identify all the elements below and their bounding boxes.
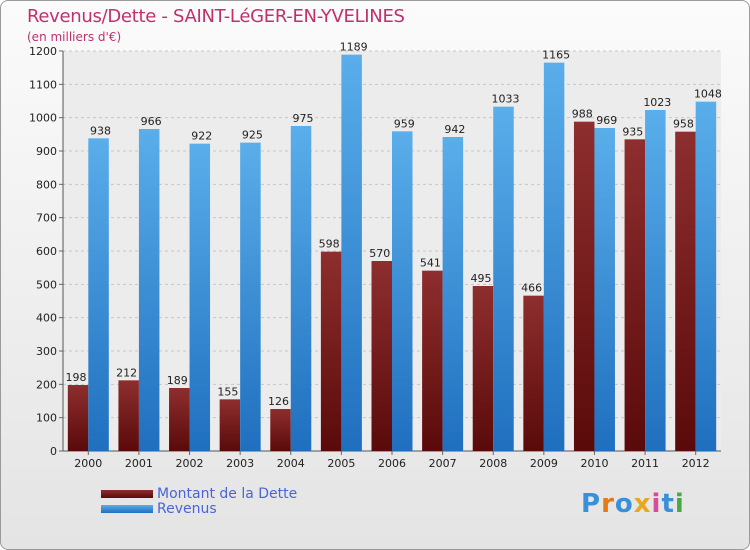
x-tick-label: 2003	[226, 457, 254, 470]
y-tick-label: 0	[50, 445, 57, 458]
proxiti-logo: Proxiti	[581, 489, 685, 519]
y-tick-label: 1100	[29, 78, 57, 91]
x-tick-label: 2008	[479, 457, 507, 470]
logo-letter: i	[651, 489, 662, 519]
x-tick-label: 2005	[327, 457, 355, 470]
value-label-revenus-2007: 942	[444, 123, 465, 136]
bar-revenus-2007	[442, 137, 464, 451]
x-tick-label: 2004	[277, 457, 305, 470]
y-tick-label: 200	[36, 378, 57, 391]
bar-revenus-2012	[695, 101, 717, 452]
value-label-revenus-2009: 1165	[542, 49, 570, 62]
bar-revenus-2010	[594, 128, 615, 451]
y-tick-label: 800	[36, 178, 57, 191]
value-label-dette-2008: 495	[470, 272, 491, 285]
y-tick-label: 600	[36, 245, 57, 258]
logo-letter: o	[614, 489, 634, 519]
value-label-revenus-2006: 959	[394, 117, 415, 130]
bar-revenus-2002	[189, 143, 211, 451]
bar-revenus-2006	[392, 131, 413, 452]
value-label-revenus-2002: 922	[191, 130, 212, 143]
y-tick-label: 1200	[29, 45, 57, 58]
value-label-dette-2006: 570	[369, 247, 390, 260]
y-tick-label: 300	[36, 345, 57, 358]
bar-dette-2012	[675, 131, 696, 451]
bar-revenus-2000	[88, 138, 109, 452]
bar-dette-2009	[523, 295, 544, 451]
bar-revenus-2005	[341, 54, 362, 452]
bar-revenus-2003	[240, 142, 261, 451]
value-label-dette-2003: 155	[217, 385, 238, 398]
logo-letter: t	[661, 489, 675, 519]
legend-swatch-revenus	[101, 505, 153, 513]
logo-letter: r	[601, 489, 615, 519]
y-tick-label: 100	[36, 412, 57, 425]
value-label-dette-2000: 198	[66, 371, 87, 384]
x-tick-label: 2010	[580, 457, 608, 470]
chart-subtitle: (en milliers d'€)	[27, 30, 122, 44]
bar-revenus-2001	[138, 129, 160, 451]
bar-dette-2006	[371, 261, 392, 451]
bar-dette-2000	[67, 385, 89, 451]
bar-dette-2008	[472, 286, 494, 451]
value-label-revenus-2008: 1033	[491, 93, 519, 106]
bar-dette-2001	[118, 380, 139, 451]
legend-label-dette: Montant de la Dette	[157, 486, 298, 502]
value-label-dette-2005: 598	[319, 238, 340, 251]
logo-letter: i	[674, 489, 685, 519]
legend-label-revenus: Revenus	[157, 501, 217, 517]
y-tick-label: 700	[36, 212, 57, 225]
y-tick-label: 900	[36, 145, 57, 158]
chart-title: Revenus/Dette - SAINT-LéGER-EN-YVELINES	[27, 6, 405, 27]
logo-letter: x	[633, 489, 652, 519]
bar-dette-2011	[624, 139, 646, 452]
value-label-revenus-2004: 975	[293, 112, 314, 125]
value-label-dette-2004: 126	[268, 395, 289, 408]
bar-dette-2003	[219, 399, 241, 451]
bar-dette-2010	[573, 121, 595, 452]
y-tick-label: 1000	[29, 112, 57, 125]
x-tick-label: 2000	[74, 457, 102, 470]
x-tick-label: 2009	[530, 457, 558, 470]
bar-dette-2002	[169, 388, 190, 451]
value-label-dette-2002: 189	[167, 374, 188, 387]
value-label-revenus-2011: 1023	[643, 96, 671, 109]
bar-chart: 0 100 200 300 400 500 600 700 800 900 1000 1100 1200…	[29, 41, 722, 470]
bar-dette-2005	[320, 251, 342, 451]
bar-revenus-2004	[290, 126, 312, 451]
y-tick-label: 500	[36, 278, 57, 291]
x-tick-label: 2006	[378, 457, 406, 470]
x-tick-label: 2012	[682, 457, 710, 470]
value-label-revenus-2012: 1048	[694, 88, 722, 101]
bar-revenus-2009	[543, 62, 565, 452]
value-label-dette-2010: 988	[572, 108, 593, 121]
value-label-revenus-2001: 966	[141, 115, 162, 128]
x-tick-label: 2002	[176, 457, 204, 470]
x-tick-label: 2011	[631, 457, 659, 470]
value-label-revenus-2010: 969	[596, 114, 617, 127]
y-tick-label: 400	[36, 312, 57, 325]
x-tick-label: 2001	[125, 457, 153, 470]
value-label-revenus-2000: 938	[90, 124, 111, 137]
x-tick-label: 2007	[429, 457, 457, 470]
value-label-dette-2007: 541	[420, 257, 441, 270]
bar-dette-2007	[422, 270, 443, 451]
bar-dette-2004	[270, 409, 291, 451]
value-label-revenus-2005: 1189	[340, 41, 368, 54]
value-label-dette-2001: 212	[116, 366, 137, 379]
bar-revenus-2008	[493, 106, 514, 452]
bar-revenus-2011	[645, 110, 666, 451]
legend-swatch-dette	[101, 490, 153, 498]
value-label-dette-2009: 466	[521, 282, 542, 295]
logo-letter: P	[581, 489, 602, 519]
value-label-revenus-2003: 925	[242, 129, 263, 142]
value-label-dette-2011: 935	[622, 125, 643, 138]
value-label-dette-2012: 958	[673, 118, 694, 131]
